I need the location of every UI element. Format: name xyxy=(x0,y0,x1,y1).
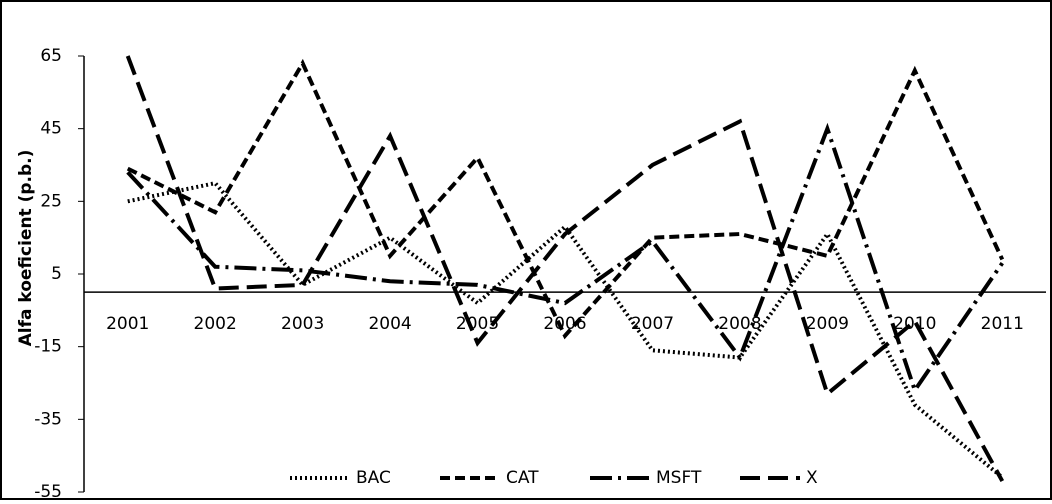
series-line xyxy=(126,122,1004,395)
y-tick-label: 5 xyxy=(51,264,62,284)
x-tick-label: 2011 xyxy=(981,314,1024,334)
legend-label: BAC xyxy=(356,468,391,488)
legend-label: CAT xyxy=(506,468,539,488)
x-tick-label: 2006 xyxy=(543,314,586,334)
y-axis-label: Alfa koeficient (p.b.) xyxy=(16,150,36,347)
y-tick-label: -35 xyxy=(34,409,62,429)
legend-label: MSFT xyxy=(656,468,702,488)
x-tick-label: 2001 xyxy=(106,314,149,334)
y-tick-label: 25 xyxy=(40,191,62,211)
x-tick-label: 2007 xyxy=(631,314,674,334)
series-line xyxy=(125,55,1005,483)
x-tick-label: 2002 xyxy=(194,314,237,334)
x-tick-label: 2004 xyxy=(368,314,411,334)
y-tick-label: -15 xyxy=(34,337,62,357)
series-line xyxy=(126,58,1005,340)
x-tick-label: 2008 xyxy=(718,314,761,334)
legend-label: X xyxy=(806,468,818,488)
y-tick-label: 65 xyxy=(40,46,62,66)
x-tick-label: 2003 xyxy=(281,314,324,334)
x-tick-label: 2009 xyxy=(806,314,849,334)
y-tick-label: -55 xyxy=(34,482,62,500)
y-tick-label: 45 xyxy=(40,119,62,139)
